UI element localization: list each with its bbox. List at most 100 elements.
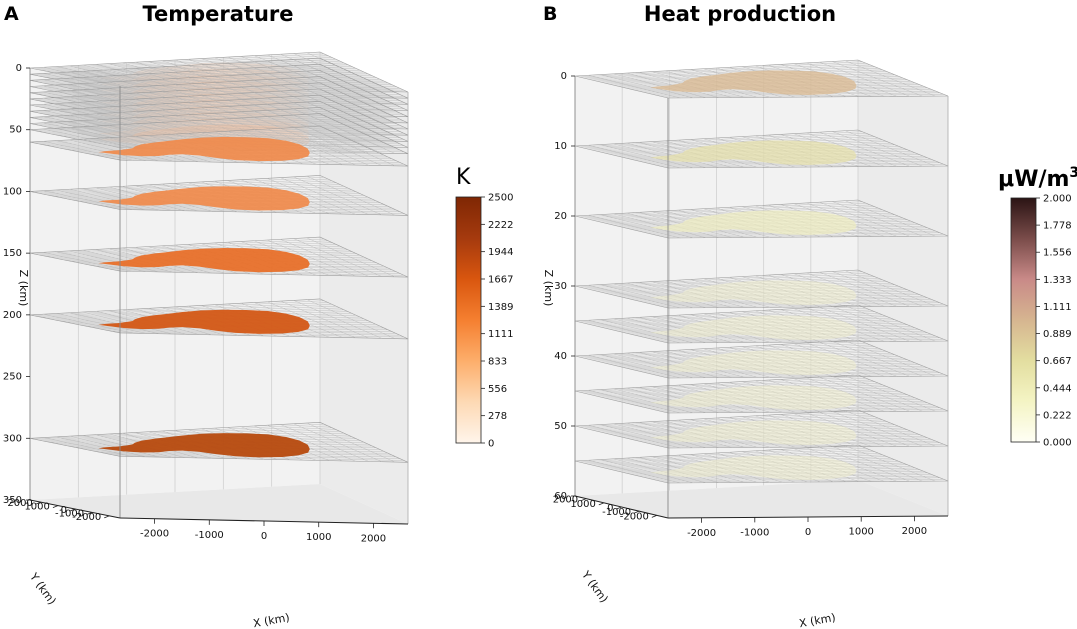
y-axis-label-temperature: Y (km) bbox=[26, 570, 58, 607]
colorbar-tick-label: 0.000 bbox=[1043, 438, 1072, 449]
colorbar-temperature bbox=[455, 196, 482, 444]
layer-200km bbox=[29, 298, 409, 340]
x-tick-label: 0 bbox=[805, 527, 811, 538]
z-tick-label: 200 bbox=[3, 310, 22, 321]
layers-temperature bbox=[29, 51, 409, 463]
layer-100km bbox=[29, 175, 409, 216]
landmass bbox=[98, 186, 310, 211]
panel-temperature: A Temperature 0 50 100 150 200 250 300 350 Z (k… bbox=[3, 2, 514, 629]
y-tick-label: -1000 bbox=[602, 507, 631, 518]
colorbar-tick-label: 2500 bbox=[488, 193, 513, 204]
z-tick-label: 10 bbox=[554, 141, 567, 152]
y-tick-mark bbox=[598, 502, 604, 506]
z-tick-label: 40 bbox=[554, 351, 567, 362]
x-ticks-heat-production: -2000 -1000 0 1000 2000 bbox=[687, 516, 927, 539]
landmass bbox=[650, 70, 857, 95]
landmass bbox=[98, 309, 310, 334]
colorbar-tick-label: 278 bbox=[488, 411, 507, 422]
colorbar-tick-label: 1.778 bbox=[1043, 221, 1072, 232]
layer-60km bbox=[29, 125, 409, 167]
z-axis-label-temperature: Z (km) bbox=[17, 270, 30, 307]
z-ticks-temperature: 0 50 100 150 200 250 300 350 bbox=[3, 63, 30, 506]
z-tick-label: 60 bbox=[554, 491, 567, 502]
colorbar-tick-label: 1.556 bbox=[1043, 248, 1072, 259]
landmass bbox=[650, 385, 857, 410]
z-tick-label: 50 bbox=[554, 421, 567, 432]
landmass bbox=[650, 455, 857, 480]
x-tick-label: 2000 bbox=[902, 526, 927, 537]
z-tick-label: 100 bbox=[3, 186, 22, 197]
colorbar-tick-label: 0 bbox=[488, 439, 494, 450]
z-tick-label: 0 bbox=[16, 63, 22, 74]
panel-label-a: A bbox=[4, 3, 19, 25]
colorbar-label-superscript: 3 bbox=[1069, 165, 1077, 181]
y-tick-mark bbox=[104, 515, 110, 519]
x-tick-label: 1000 bbox=[306, 532, 331, 543]
landmass bbox=[98, 248, 310, 273]
z-tick-label: 20 bbox=[554, 211, 567, 222]
colorbar-ticks-heat-production: 2.000 1.778 1.556 1.333 1.111 0.889 0.667 0.444… bbox=[1036, 194, 1072, 449]
y-axis-label-heat-production: Y (km) bbox=[578, 568, 610, 605]
axes-box-temperature bbox=[29, 52, 408, 524]
x-tick-label: -2000 bbox=[687, 528, 716, 539]
x-tick-label: -1000 bbox=[740, 527, 769, 538]
y-tick-mark bbox=[616, 506, 622, 510]
colorbar-ticks-temperature: 2500 2222 1944 1667 1389 1111 833 556 278 0 bbox=[481, 193, 513, 450]
floor bbox=[30, 484, 408, 524]
colorbar-tick-label: 0.667 bbox=[1043, 356, 1072, 367]
chart-title-heat-production: Heat production bbox=[644, 2, 836, 26]
chart-title-temperature: Temperature bbox=[142, 2, 293, 26]
colorbar-tick-label: 2.000 bbox=[1043, 194, 1072, 205]
y-tick-mark bbox=[651, 514, 657, 518]
colorbar-tick-label: 0.444 bbox=[1043, 383, 1072, 394]
colorbar-tick-label: 1.333 bbox=[1043, 275, 1072, 286]
landmass bbox=[650, 315, 857, 340]
colorbar-tick-label: 1944 bbox=[488, 247, 513, 258]
z-tick-label: 30 bbox=[554, 281, 567, 292]
colorbar-label-temperature: K bbox=[456, 165, 471, 190]
y-tick-label: 0 bbox=[607, 503, 613, 514]
y-tick-label: -2000 bbox=[72, 512, 101, 523]
colorbar-tick-label: 1667 bbox=[488, 275, 513, 286]
colorbar-tick-label: 0.889 bbox=[1043, 329, 1072, 340]
colorbar-label-text: μW/m bbox=[998, 167, 1069, 192]
x-axis-label-heat-production: X (km) bbox=[798, 611, 836, 629]
landmass bbox=[650, 420, 857, 445]
layer-300km bbox=[29, 421, 409, 463]
x-ticks-temperature: -2000 -1000 0 1000 2000 bbox=[140, 518, 386, 544]
z-tick-label: 300 bbox=[3, 433, 22, 444]
y-tick-mark bbox=[86, 512, 93, 515]
colorbar-heat-production bbox=[1010, 197, 1037, 443]
z-tick-label: 250 bbox=[3, 372, 22, 383]
colorbar-tick-label: 0.222 bbox=[1043, 410, 1072, 421]
y-tick-label: 1000 bbox=[24, 502, 49, 513]
y-tick-label: 2000 bbox=[7, 498, 32, 509]
y-tick-label: 2000 bbox=[553, 495, 578, 506]
y-tick-mark bbox=[35, 501, 41, 505]
landmass bbox=[98, 433, 310, 458]
landmass bbox=[650, 280, 857, 305]
z-ticks-heat-production: 0 10 20 30 40 50 60 bbox=[554, 71, 575, 502]
z-tick-label: 0 bbox=[561, 71, 567, 82]
x-tick-label: 0 bbox=[261, 531, 267, 542]
colorbar-tick-label: 1111 bbox=[488, 329, 513, 340]
colorbar-tick-label: 833 bbox=[488, 357, 507, 368]
y-tick-label: -1000 bbox=[55, 508, 84, 519]
y-tick-mark bbox=[581, 498, 587, 502]
y-tick-label: -2000 bbox=[620, 511, 649, 522]
y-tick-mark bbox=[52, 505, 59, 508]
z-tick-label: 350 bbox=[3, 495, 22, 506]
y-tick-label: 0 bbox=[61, 505, 67, 516]
landmass bbox=[650, 210, 857, 235]
side-wall bbox=[320, 52, 408, 524]
colorbar-tick-label: 1.111 bbox=[1043, 302, 1072, 313]
x-tick-label: -2000 bbox=[140, 529, 169, 540]
colorbar-tick-label: 556 bbox=[488, 384, 507, 395]
panel-label-b: B bbox=[543, 3, 557, 25]
colorbar-tick-label: 2222 bbox=[488, 220, 513, 231]
z-tick-label: 50 bbox=[9, 125, 22, 136]
y-tick-mark bbox=[69, 508, 76, 512]
layer-0km bbox=[574, 59, 949, 99]
